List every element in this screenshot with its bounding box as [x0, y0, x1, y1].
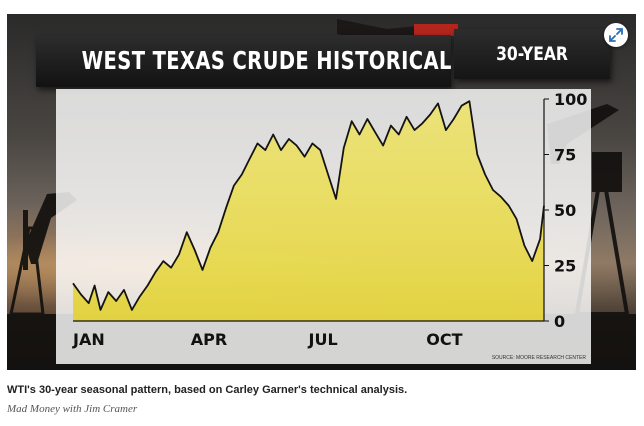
seasonal-pattern-line [72, 100, 545, 311]
expand-button[interactable] [604, 23, 628, 47]
figure-caption: WTI's 30-year seasonal pattern, based on… [7, 384, 408, 396]
x-tick-label: JUL [308, 330, 338, 349]
y-tick-label: 50 [554, 201, 576, 220]
red-accent-tab [414, 24, 458, 36]
period-banner: 30-YEAR [454, 29, 610, 79]
x-tick-label: JAN [72, 330, 105, 349]
x-tick-label: APR [191, 330, 227, 349]
seasonal-area-fill [73, 101, 544, 321]
x-tick-label: OCT [426, 330, 462, 349]
period-label: 30-YEAR [496, 43, 568, 65]
figure-credit: Mad Money with Jim Cramer [7, 403, 138, 415]
expand-arrows-icon [609, 28, 623, 42]
y-tick-label: 0 [554, 312, 565, 331]
y-tick-label: 100 [554, 90, 587, 109]
chart-title-banner: WEST TEXAS CRUDE HISTORICAL PATTERNS [36, 35, 574, 87]
chart-title: WEST TEXAS CRUDE HISTORICAL PATTERNS [81, 46, 574, 75]
y-tick-label: 75 [554, 146, 576, 165]
seasonal-chart: 0 25 50 75 100 JAN APR JUL OCT SOURCE: MOORE RES… [72, 90, 587, 361]
y-tick-label: 25 [554, 257, 576, 276]
source-note: SOURCE: MOORE RESEARCH CENTER [492, 355, 587, 361]
